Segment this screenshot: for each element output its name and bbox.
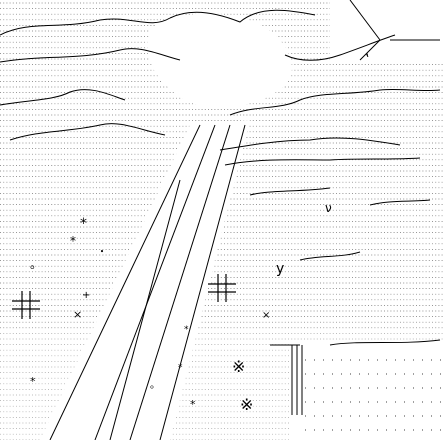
sparkle-glyph: ※	[232, 357, 245, 376]
sparkle-glyph: ʽ	[365, 53, 369, 70]
beam-edge-line	[109, 179, 181, 440]
light-patch	[147, 13, 292, 108]
sparkle-glyph: *	[178, 363, 183, 373]
cloud-outline	[0, 89, 126, 106]
cloud-outline	[224, 157, 421, 166]
sparkle-glyph: *	[70, 234, 76, 248]
sparkle-glyph: *	[190, 398, 196, 411]
cloud-outline	[169, 9, 316, 23]
sparkle-glyph: +	[82, 290, 90, 301]
cloud-outline	[0, 17, 171, 36]
sparkle-glyph: 。	[150, 380, 160, 391]
ray-line	[359, 39, 381, 61]
sparkle-glyph: *	[184, 325, 189, 335]
beam-edge-line	[129, 124, 231, 440]
sparkle-glyph: ×	[73, 308, 82, 321]
cloud-outline	[229, 88, 441, 116]
cloud-outline	[329, 339, 441, 346]
sparkle-glyph: 。	[30, 257, 42, 271]
sparkle-glyph: ν	[325, 201, 332, 215]
sparkle-glyph: y	[276, 261, 284, 277]
ray-line	[349, 0, 381, 41]
cloud-outline	[284, 34, 396, 61]
cloud-outline	[0, 48, 181, 63]
beam-edge-line	[49, 124, 201, 440]
sparkle-glyph: ・	[97, 247, 107, 258]
cloud-outline	[9, 123, 166, 141]
lower-right-area	[290, 340, 443, 440]
light-beam	[40, 120, 250, 440]
sparkle-glyph: *	[30, 375, 36, 388]
beam-edge-line	[159, 124, 246, 440]
cloud-outline	[219, 137, 401, 151]
cloud-outline	[369, 199, 431, 206]
sparkle-glyph: ×	[262, 310, 270, 321]
cloud-outline	[249, 187, 331, 196]
cloud-outline	[299, 251, 361, 261]
sparkle-glyph: *	[80, 216, 87, 232]
beam-edge-line	[94, 124, 216, 440]
sparkle-glyph: ※	[240, 395, 253, 414]
